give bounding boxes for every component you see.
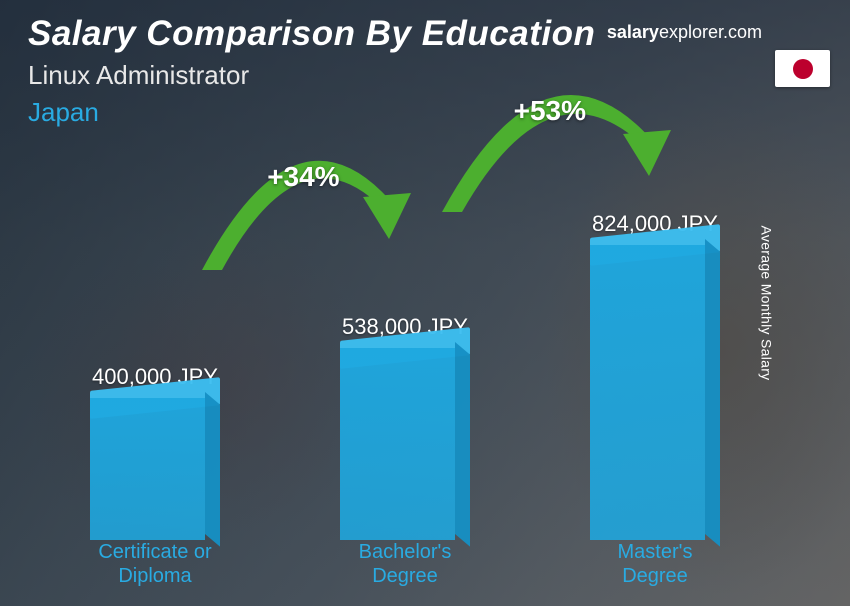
bar-category-label: Bachelor'sDegree bbox=[305, 540, 505, 588]
bar-category-label: Master'sDegree bbox=[555, 540, 755, 588]
increase-percent-label: +34% bbox=[267, 161, 339, 193]
brand-rest: explorer.com bbox=[659, 22, 762, 42]
bar: 824,000 JPY bbox=[580, 211, 730, 540]
flag-circle-icon bbox=[793, 59, 813, 79]
bar-front bbox=[340, 348, 455, 540]
bar: 538,000 JPY bbox=[330, 314, 480, 540]
bar-shape bbox=[590, 245, 720, 540]
bar-side bbox=[455, 342, 470, 547]
increase-arrow: +53% bbox=[432, 60, 687, 220]
bar: 400,000 JPY bbox=[80, 364, 230, 540]
bar-front bbox=[90, 398, 205, 540]
country-flag-japan bbox=[775, 50, 830, 87]
bar-shape bbox=[340, 348, 470, 540]
bar-front bbox=[590, 245, 705, 540]
bar-chart: 400,000 JPYCertificate orDiploma 538,000 … bbox=[50, 150, 780, 588]
chart-title: Salary Comparison By Education bbox=[28, 14, 595, 54]
brand-bold: salary bbox=[607, 22, 659, 42]
bar-shape bbox=[90, 398, 220, 540]
increase-arrow: +34% bbox=[192, 128, 427, 278]
arc-arrow-icon bbox=[432, 60, 687, 220]
bar-side bbox=[205, 392, 220, 547]
bar-side bbox=[705, 239, 720, 547]
increase-percent-label: +53% bbox=[514, 95, 586, 127]
bar-category-label: Certificate orDiploma bbox=[55, 540, 255, 588]
arc-arrow-icon bbox=[192, 128, 427, 278]
brand-logo: salaryexplorer.com bbox=[607, 22, 762, 43]
